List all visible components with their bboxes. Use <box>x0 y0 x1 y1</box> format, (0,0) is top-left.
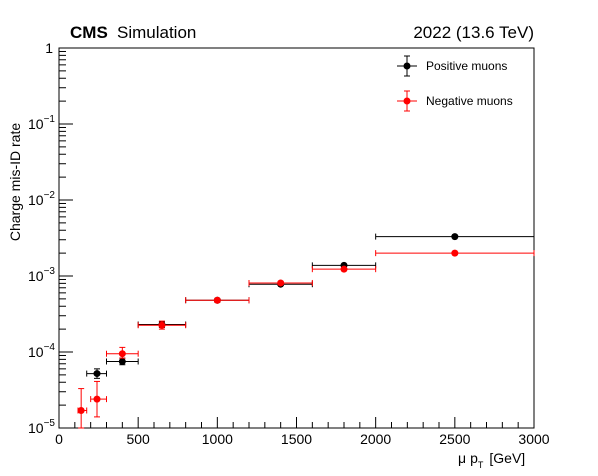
data-point <box>118 350 126 358</box>
legend-marker-positive <box>403 62 411 70</box>
x-axis-label: μ pT [GeV] <box>458 450 525 470</box>
data-point <box>340 265 348 273</box>
series-layer <box>77 233 535 429</box>
y-tick-exponent: −5 <box>44 418 56 429</box>
y-tick-exponent: −4 <box>44 342 56 353</box>
y-tick-label: 10−1 <box>28 114 55 132</box>
data-point <box>277 279 285 287</box>
data-point <box>77 406 85 414</box>
series-negative <box>77 249 535 429</box>
x-tick-label: 1000 <box>202 431 233 447</box>
x-tick-label: 500 <box>126 431 150 447</box>
data-point <box>451 249 459 257</box>
energy-label: 2022 (13.6 TeV) <box>413 23 534 42</box>
y-tick-base: 10 <box>28 268 44 284</box>
data-point <box>93 395 101 403</box>
simulation-label: Simulation <box>117 23 196 42</box>
legend: Positive muons Negative muons <box>397 55 513 112</box>
x-axis-label-p: p <box>470 450 478 466</box>
y-tick-labels: 10−510−410−310−210−11 <box>28 40 55 436</box>
x-tick-label: 2000 <box>360 431 391 447</box>
x-axis-label-sub: T <box>478 460 484 470</box>
x-axis-label-unit: [GeV] <box>489 450 525 466</box>
y-tick-base: 10 <box>28 420 44 436</box>
y-tick-base: 10 <box>28 116 44 132</box>
y-tick-label: 1 <box>45 40 53 56</box>
y-axis-label: Charge mis-ID rate <box>7 123 23 241</box>
legend-entry-negative: Negative muons <box>397 90 513 112</box>
y-tick-exponent: −1 <box>44 114 56 125</box>
data-point <box>118 357 126 365</box>
legend-entry-positive: Positive muons <box>397 55 507 77</box>
x-tick-label: 3000 <box>518 431 549 447</box>
y-tick-exponent: −3 <box>44 266 56 277</box>
x-tick-label: 0 <box>55 431 63 447</box>
y-tick-base: 1 <box>45 40 53 56</box>
data-point <box>451 233 459 241</box>
y-tick-exponent: −2 <box>44 190 56 201</box>
data-point <box>158 321 166 329</box>
x-axis-label-mu: μ <box>458 450 466 466</box>
legend-label-positive: Positive muons <box>426 59 507 73</box>
y-tick-label: 10−3 <box>28 266 55 284</box>
legend-marker-negative <box>403 97 411 105</box>
y-tick-label: 10−5 <box>28 418 55 436</box>
legend-label-negative: Negative muons <box>426 94 513 108</box>
y-tick-base: 10 <box>28 192 44 208</box>
axis-ticks <box>58 47 535 429</box>
experiment-label: CMS <box>70 23 108 42</box>
y-tick-base: 10 <box>28 344 44 360</box>
x-tick-labels: 0 500 1000 1500 2000 2500 3000 <box>55 431 550 447</box>
y-tick-label: 10−4 <box>28 342 55 360</box>
data-point <box>93 370 101 378</box>
data-point <box>213 296 221 304</box>
y-tick-label: 10−2 <box>28 190 55 208</box>
x-tick-label: 1500 <box>281 431 312 447</box>
x-tick-label: 2500 <box>439 431 470 447</box>
